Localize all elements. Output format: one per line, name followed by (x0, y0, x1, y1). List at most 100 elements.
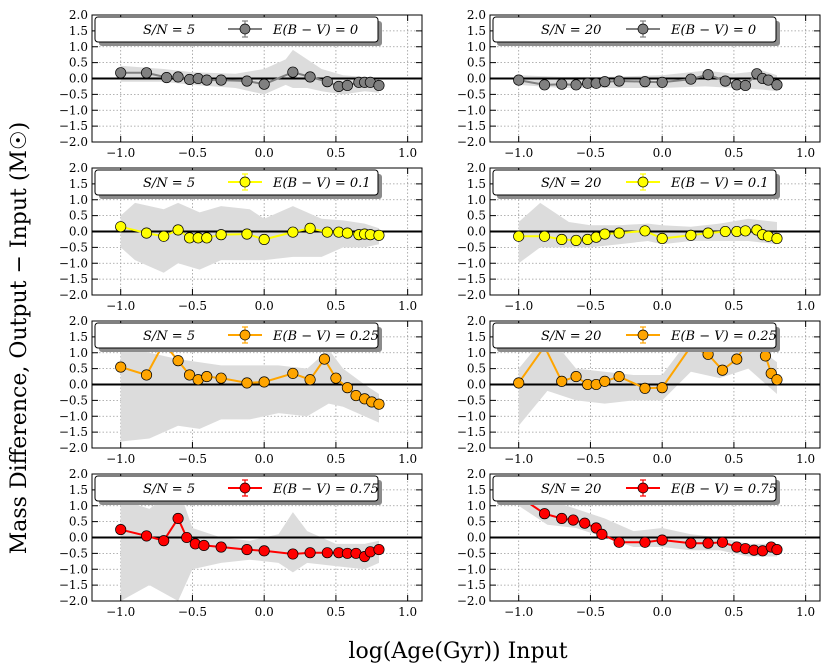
y-tick-label: 2.0 (467, 314, 486, 328)
y-tick-label: 2.0 (69, 467, 88, 481)
data-point (570, 371, 582, 383)
data-point (287, 66, 299, 78)
legend-ebv-label: E(B − V) = 0.25 (272, 329, 379, 344)
data-point (215, 74, 227, 86)
legend: S/N = 20 E(B − V) = 0.1 (492, 169, 780, 199)
x-tick-label: −1.0 (504, 605, 533, 619)
panel-r0c1: −1.0 −0.5 0.0 0.5 1.02.01.51.00.50.0−0.5−1.0… (457, 8, 821, 160)
data-point (373, 544, 385, 556)
legend: S/N = 20 E(B − V) = 0.75 (492, 475, 780, 505)
data-point (341, 382, 353, 394)
y-tick-label: −2.0 (457, 594, 486, 608)
data-point (639, 225, 651, 237)
data-point (599, 228, 611, 240)
panel-r0c0: −1.0 −0.5 0.0 0.5 1.02.01.51.00.50.0−0.5−1.0… (59, 8, 423, 160)
y-tick-label: 2.0 (467, 161, 486, 175)
y-tick-label: −0.5 (59, 546, 88, 560)
legend-marker (637, 482, 649, 494)
plot-content (92, 202, 422, 273)
data-point (513, 377, 525, 389)
x-axis-label: log(Age(Gyr)) Input (348, 639, 567, 664)
y-tick-label: −1.5 (59, 578, 88, 592)
x-tick-label: 1.0 (796, 605, 815, 619)
data-point (201, 74, 213, 86)
data-point (719, 75, 731, 87)
y-tick-label: −1.5 (59, 425, 88, 439)
y-tick-label: 1.5 (69, 24, 88, 38)
x-tick-label: 0.0 (653, 299, 672, 313)
data-point (161, 71, 173, 84)
data-point (639, 76, 651, 88)
y-tick-label: −1.0 (457, 103, 486, 117)
x-tick-label: −0.5 (178, 299, 207, 313)
x-tick-label: 0.5 (326, 299, 345, 313)
y-tick-label: 1.0 (69, 499, 88, 513)
y-tick-label: 0.5 (69, 209, 88, 223)
uncertainty-band (518, 486, 777, 557)
data-point (771, 232, 783, 245)
data-point (373, 229, 385, 241)
panels-container: −1.0 −0.5 0.0 0.5 1.02.01.51.00.50.0−0.5−1.0… (59, 8, 821, 619)
y-tick-label: −2.0 (457, 135, 486, 149)
plot-content (490, 202, 820, 264)
data-point (599, 76, 611, 88)
legend-ebv-label: E(B − V) = 0.25 (670, 329, 777, 344)
y-tick-label: −1.0 (59, 256, 88, 270)
legend-sn-label: S/N = 20 (541, 176, 601, 191)
y-tick-label: −2.0 (59, 288, 88, 302)
y-tick-label: 1.5 (467, 24, 486, 38)
legend-sn-label: S/N = 20 (541, 329, 601, 344)
y-tick-label: −1.5 (457, 578, 486, 592)
y-tick-label: 0.0 (467, 225, 486, 239)
x-tick-label: −0.5 (178, 605, 207, 619)
data-point (241, 544, 253, 556)
y-tick-label: 1.5 (69, 177, 88, 191)
data-point (656, 534, 668, 546)
uncertainty-band (120, 49, 379, 95)
x-tick-label: 0.5 (326, 452, 345, 466)
y-tick-label: 1.5 (69, 330, 88, 344)
data-point (596, 528, 608, 540)
y-tick-label: 0.0 (69, 225, 88, 239)
y-tick-label: 2.0 (467, 8, 486, 22)
legend-sn-label: S/N = 5 (143, 329, 195, 344)
data-point (184, 369, 196, 381)
y-tick-label: −0.5 (457, 393, 486, 407)
data-point (241, 377, 253, 389)
legend-ebv-label: E(B − V) = 0.1 (670, 176, 769, 191)
data-point (181, 531, 193, 544)
y-tick-label: −1.5 (457, 425, 486, 439)
y-tick-label: 1.5 (69, 483, 88, 497)
data-point (613, 536, 625, 548)
legend-sn-label: S/N = 20 (541, 482, 601, 497)
data-point (716, 536, 728, 548)
x-tick-label: 0.5 (326, 605, 345, 619)
y-tick-label: −2.0 (59, 594, 88, 608)
legend-marker (637, 329, 649, 341)
legend-ebv-label: E(B − V) = 0.75 (670, 482, 777, 497)
data-point (731, 353, 743, 365)
data-point (158, 535, 170, 547)
y-tick-label: 0.5 (69, 362, 88, 376)
data-point (771, 79, 783, 91)
y-tick-label: 0.5 (69, 56, 88, 70)
y-tick-label: −1.5 (457, 272, 486, 286)
data-point (341, 227, 353, 239)
data-point (513, 74, 525, 86)
data-point (241, 75, 253, 87)
y-tick-label: −0.5 (457, 240, 486, 254)
y-tick-label: −1.0 (59, 562, 88, 576)
x-tick-label: 0.0 (653, 605, 672, 619)
legend-marker (239, 482, 251, 494)
x-tick-label: −0.5 (178, 146, 207, 160)
data-point (341, 79, 353, 92)
legend-sn-label: S/N = 5 (143, 482, 195, 497)
y-tick-label: −2.0 (457, 288, 486, 302)
data-point (685, 229, 697, 241)
data-point (330, 372, 342, 384)
x-tick-label: −0.5 (576, 605, 605, 619)
data-point (241, 228, 253, 240)
x-tick-label: 0.5 (724, 605, 743, 619)
plot-content (92, 337, 422, 442)
